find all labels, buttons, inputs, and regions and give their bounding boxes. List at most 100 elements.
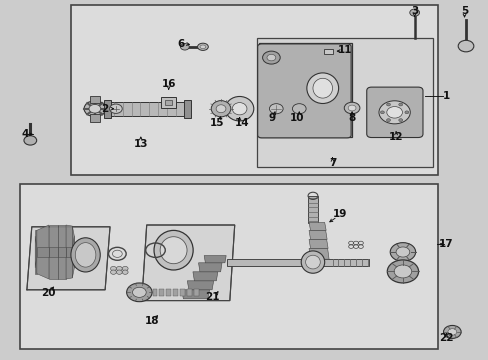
Circle shape [457, 40, 473, 52]
Polygon shape [49, 225, 58, 279]
Polygon shape [193, 289, 198, 296]
Polygon shape [58, 247, 66, 257]
Text: 14: 14 [235, 118, 249, 128]
Circle shape [89, 104, 101, 113]
Circle shape [122, 270, 128, 274]
Text: 1: 1 [442, 91, 448, 102]
Circle shape [386, 103, 390, 106]
Circle shape [386, 260, 418, 283]
Circle shape [389, 243, 415, 261]
Ellipse shape [211, 100, 230, 117]
Polygon shape [192, 272, 218, 281]
Circle shape [393, 265, 411, 278]
Circle shape [398, 119, 402, 122]
Ellipse shape [75, 243, 96, 267]
Circle shape [269, 104, 283, 114]
Ellipse shape [71, 238, 100, 272]
Text: 3: 3 [410, 6, 417, 16]
Text: 9: 9 [268, 113, 275, 123]
Circle shape [110, 270, 116, 274]
Bar [256, 38, 432, 167]
Polygon shape [66, 247, 72, 257]
Text: 13: 13 [133, 139, 148, 149]
Circle shape [386, 107, 402, 118]
Circle shape [262, 51, 280, 64]
Polygon shape [186, 289, 191, 296]
Polygon shape [204, 256, 225, 263]
Polygon shape [72, 226, 74, 278]
Ellipse shape [197, 43, 208, 50]
Circle shape [109, 104, 122, 113]
Polygon shape [66, 225, 72, 279]
Bar [104, 100, 110, 118]
Text: 8: 8 [348, 113, 355, 123]
Polygon shape [187, 281, 213, 290]
Ellipse shape [301, 251, 324, 273]
Polygon shape [198, 263, 222, 272]
Polygon shape [308, 222, 325, 230]
Circle shape [266, 54, 275, 61]
Ellipse shape [305, 255, 320, 269]
Ellipse shape [216, 105, 225, 113]
Polygon shape [173, 289, 178, 296]
Circle shape [378, 101, 409, 124]
FancyBboxPatch shape [366, 87, 422, 138]
Circle shape [110, 266, 116, 271]
Text: 15: 15 [209, 118, 224, 128]
Circle shape [180, 44, 189, 50]
Polygon shape [308, 248, 328, 259]
Polygon shape [58, 225, 66, 279]
Text: 19: 19 [332, 209, 346, 219]
Text: 5: 5 [460, 6, 467, 16]
Ellipse shape [160, 237, 186, 264]
Polygon shape [166, 289, 171, 296]
Bar [259, 43, 351, 137]
Text: 20: 20 [41, 288, 55, 298]
Polygon shape [180, 289, 184, 296]
Circle shape [398, 103, 402, 106]
Text: 10: 10 [289, 113, 304, 123]
Polygon shape [142, 225, 234, 301]
Circle shape [126, 283, 152, 302]
Polygon shape [182, 290, 209, 299]
Circle shape [84, 101, 105, 117]
Text: 12: 12 [388, 132, 403, 142]
Circle shape [122, 266, 128, 271]
Polygon shape [37, 247, 49, 257]
Polygon shape [35, 236, 37, 268]
Circle shape [132, 287, 146, 297]
Ellipse shape [154, 230, 193, 270]
Bar [307, 196, 317, 223]
Polygon shape [145, 289, 150, 296]
Polygon shape [49, 247, 58, 257]
Polygon shape [152, 289, 157, 296]
Circle shape [447, 329, 456, 335]
Bar [324, 49, 332, 54]
Polygon shape [37, 225, 49, 279]
Circle shape [116, 266, 122, 271]
Ellipse shape [200, 45, 205, 49]
Circle shape [24, 136, 37, 145]
Text: 6: 6 [177, 39, 184, 49]
Circle shape [386, 119, 389, 122]
Text: 11: 11 [337, 45, 352, 55]
Bar [165, 100, 172, 105]
Bar [90, 114, 100, 122]
Polygon shape [308, 230, 326, 239]
Circle shape [404, 111, 408, 114]
Circle shape [443, 325, 460, 338]
Circle shape [344, 102, 359, 114]
Bar [90, 96, 100, 103]
Polygon shape [159, 289, 164, 296]
Bar [227, 259, 368, 266]
Circle shape [409, 9, 419, 16]
Ellipse shape [306, 73, 338, 104]
Polygon shape [27, 227, 110, 290]
Polygon shape [72, 236, 74, 268]
Bar [106, 102, 188, 116]
Polygon shape [35, 230, 37, 274]
Circle shape [116, 270, 122, 274]
FancyBboxPatch shape [257, 44, 350, 138]
Text: 16: 16 [161, 78, 176, 89]
Polygon shape [308, 239, 327, 248]
